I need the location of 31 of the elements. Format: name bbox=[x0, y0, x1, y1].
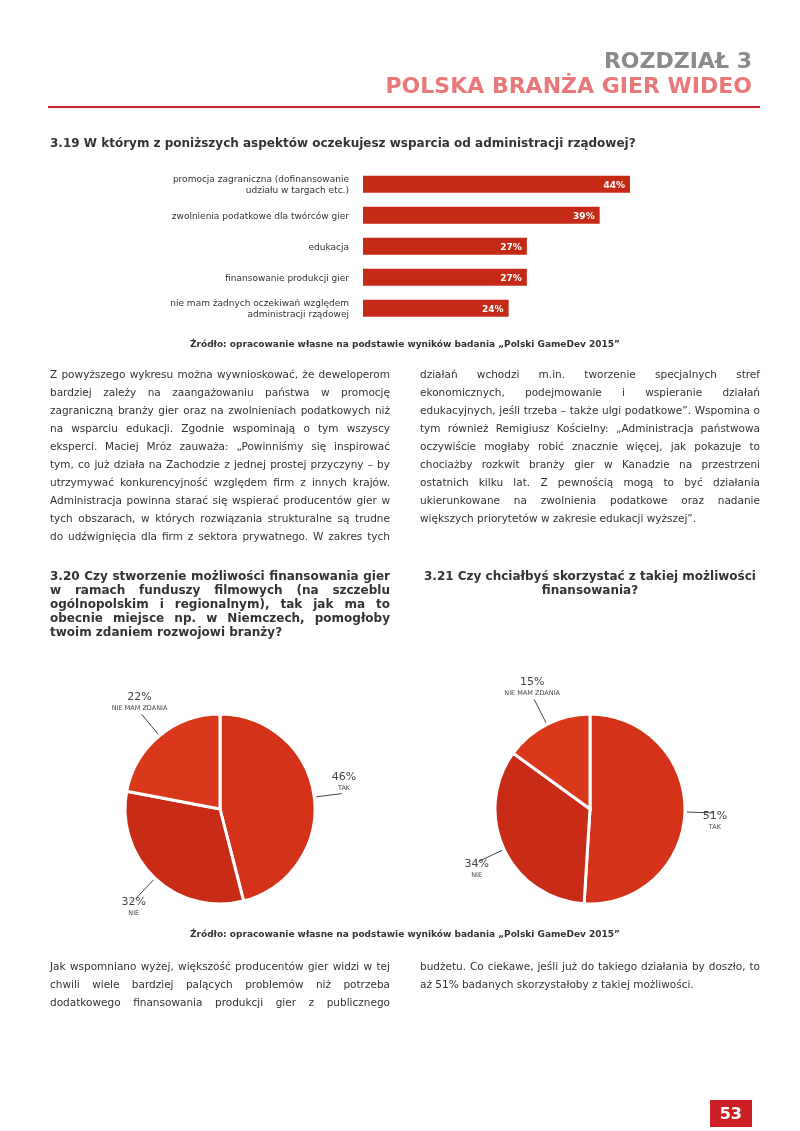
text: Z powyższego wykresu można wywnioskować, że deweloperom bardziej zależy na zaangażowaniu państwa w promocję zagraniczną branży gier oraz na zwolnieniach podatkowych niż na wsparciu edukacji. Zgodnie wspominają o tym wszyscy eksperci. Maciej Mróz zauważa: „Powinniśmy się inspirować tym, co już działa na Zachodzie z jednej prostej przyczyny – by utrzymywać konkurencyjność względem firm z innych krajów. Administracja powinna starać się wspierać producentów gier w tych obszarach, w których rozwiązania strukturalne są trudne do udźwignięcia dla firm z sektora prywatnego. W zakres tych działań wchodzi m.in. tworzenie specjalnych stref ekonomicznych, podejmowanie i wspieranie działań edukacyjnych, jeśli trzeba – także ulgi podatkowe”. Wspomina o tym również Remigiusz Kościelny: „Administracja państwowa oczywiście mogłaby robić znacznie więcej, jak pokazuje to chociażby rozkwit branży gier w Kanadzie na przestrzeni ostatnich kilku lat. Z pewnością mogą to być działania ukierunkowane na zwolnienia podatkowe oraz nadanie większych priorytetów w zakresie edukacji wyższej”. bbox=[50, 368, 760, 542]
data-label: 46% bbox=[331, 769, 357, 783]
text: Jak wspomniano wyżej, większość producentów gier widzi w tej chwili wiele bardziej palących problemów niż potrzeba dodatkowego finansowania produkcji gier z publicznego budżetu. Co ciekawe, jeśli już do takiego działania by doszło, to aż 51% badanych skorzystałoby z takiej możliwości. bbox=[50, 960, 760, 1008]
y-tick-label: zwolnienia podatkowe dla twórców gier bbox=[171, 210, 350, 220]
text: 53 bbox=[709, 1100, 752, 1127]
chart-title: 3.20 Czy stworzenie możliwości finansowania gier w ramach funduszy filmowych (na szczeblu ogólnopolskim i regionalnym), tak jak ma to obecnie miejsce np. w Niemczech, pomogłoby twoim zdaniem rozwojowi branży? bbox=[50, 569, 390, 641]
text: Źródło: opracowanie własne na podstawie wyników badania „Polski GameDev 2015” bbox=[189, 339, 621, 349]
bar bbox=[363, 237, 527, 255]
data-label: 32% bbox=[121, 894, 147, 908]
data-label: 15% bbox=[519, 675, 545, 689]
data-label: 51% bbox=[702, 808, 728, 822]
bar bbox=[363, 299, 509, 317]
y-tick-label: finansowanie produkcji gier bbox=[225, 272, 350, 282]
chart-title: 3.19 W którym z poniższych aspektów oczekujesz wsparcia od administracji rządowej? bbox=[50, 136, 637, 150]
data-label: 39% bbox=[573, 210, 595, 221]
text: Źródło: opracowanie własne na podstawie wyników badania „Polski GameDev 2015” bbox=[189, 929, 621, 939]
data-label: 44% bbox=[603, 179, 625, 190]
y-tick-label: nie mam żadnych oczekiwań względem administracji rządowej bbox=[170, 297, 349, 319]
y-tick-label: edukacja bbox=[308, 241, 349, 251]
chart-title: 3.21 Czy chciałbyś skorzystać z takiej możliwości finansowania? bbox=[423, 569, 757, 599]
bar bbox=[363, 206, 600, 224]
data-label: 27% bbox=[500, 241, 522, 252]
text: ROZDZIAŁ 3 bbox=[602, 48, 752, 73]
data-label: 27% bbox=[500, 272, 522, 283]
bar bbox=[363, 175, 630, 193]
data-label: 34% bbox=[464, 857, 489, 871]
text: POLSKA BRANŻA GIER WIDEO bbox=[384, 73, 752, 98]
bar bbox=[363, 268, 527, 286]
y-tick-label: promocja zagraniczna (dofinansowanie udziału w targach etc.) bbox=[172, 173, 350, 195]
data-label: 24% bbox=[482, 303, 504, 314]
data-label: 22% bbox=[127, 690, 152, 704]
